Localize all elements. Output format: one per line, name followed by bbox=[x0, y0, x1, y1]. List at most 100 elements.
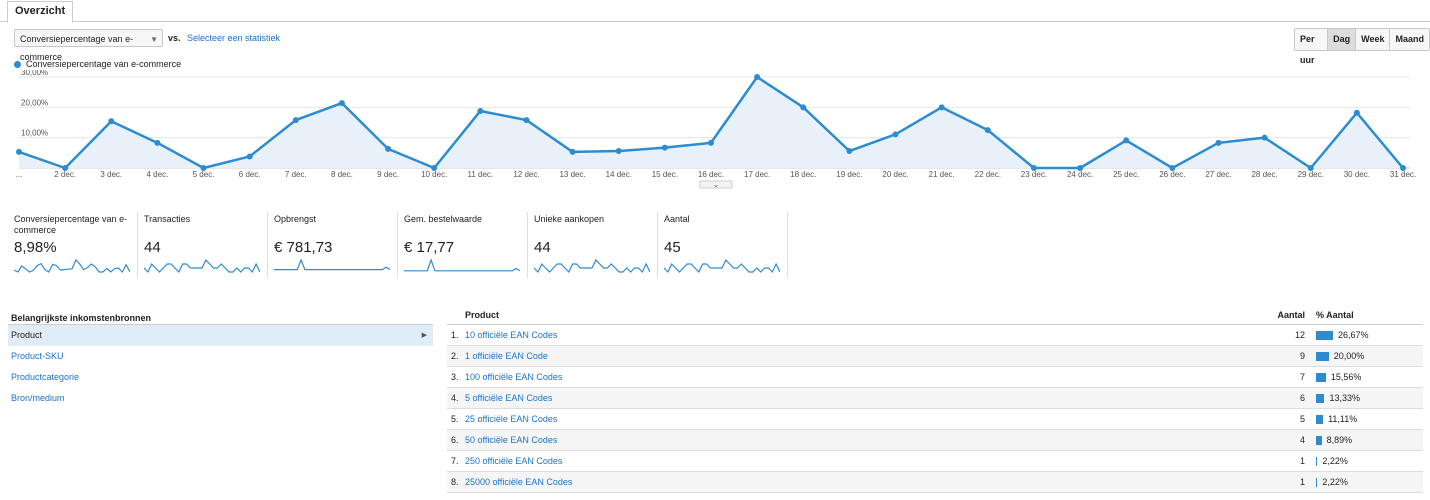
scorecard[interactable]: Transacties 44 bbox=[138, 212, 268, 278]
source-item[interactable]: Bron/medium bbox=[8, 388, 433, 409]
product-link[interactable]: 1 officiële EAN Code bbox=[465, 351, 548, 361]
tab-overzicht[interactable]: Overzicht bbox=[7, 1, 74, 23]
tab-bar: Overzicht bbox=[0, 0, 1430, 23]
scorecard-label: Opbrengst bbox=[274, 214, 317, 224]
source-item-label: Product-SKU bbox=[11, 351, 64, 361]
data-point[interactable] bbox=[984, 127, 991, 134]
chart-handle[interactable] bbox=[699, 180, 733, 189]
x-tick-label: 21 dec. bbox=[929, 170, 955, 179]
data-point[interactable] bbox=[338, 100, 345, 107]
scorecard-value: 8,98% bbox=[14, 239, 57, 256]
sparkline bbox=[144, 258, 260, 274]
source-item[interactable]: Product ▶ bbox=[8, 325, 433, 346]
pct-bar bbox=[1316, 457, 1318, 466]
data-point[interactable] bbox=[1353, 109, 1360, 116]
data-point[interactable] bbox=[1215, 139, 1222, 146]
scorecard[interactable]: Unieke aankopen 44 bbox=[528, 212, 658, 278]
data-point[interactable] bbox=[385, 145, 392, 152]
data-point[interactable] bbox=[1077, 165, 1084, 171]
product-link[interactable]: 5 officiële EAN Codes bbox=[465, 393, 553, 403]
data-point[interactable] bbox=[1261, 134, 1268, 141]
period-week-button[interactable]: Week bbox=[1356, 29, 1391, 50]
source-item[interactable]: Product-SKU bbox=[8, 346, 433, 367]
data-point[interactable] bbox=[154, 139, 161, 146]
col-product[interactable]: Product bbox=[465, 310, 500, 320]
data-point[interactable] bbox=[938, 104, 945, 111]
x-tick-label: 27 dec. bbox=[1205, 170, 1231, 179]
source-item-label: Bron/medium bbox=[11, 393, 65, 403]
period-day-button[interactable]: Dag bbox=[1328, 29, 1357, 50]
pct-value: 26,67% bbox=[1338, 330, 1369, 340]
data-point[interactable] bbox=[1123, 137, 1130, 144]
scorecard[interactable]: Opbrengst € 781,73 bbox=[268, 212, 398, 278]
period-month-button[interactable]: Maand bbox=[1390, 29, 1429, 50]
x-tick-label: 8 dec. bbox=[331, 170, 353, 179]
table-row: 8. 25000 officiële EAN Codes 1 2,22% bbox=[447, 472, 1423, 493]
row-number: 1. bbox=[451, 330, 459, 340]
pct-bar bbox=[1316, 373, 1326, 382]
data-point[interactable] bbox=[246, 153, 253, 160]
y-tick-label: 20,00% bbox=[21, 98, 48, 107]
data-point[interactable] bbox=[1030, 165, 1037, 171]
data-point[interactable] bbox=[892, 131, 899, 138]
x-tick-label: 6 dec. bbox=[239, 170, 261, 179]
x-tick-label: 15 dec. bbox=[652, 170, 678, 179]
x-tick-label: 10 dec. bbox=[421, 170, 447, 179]
data-point[interactable] bbox=[108, 118, 115, 125]
source-item[interactable]: Productcategorie bbox=[8, 367, 433, 388]
sparkline-line bbox=[14, 258, 130, 274]
col-pct-aantal[interactable]: % Aantal bbox=[1316, 310, 1354, 320]
pct-bar bbox=[1316, 436, 1322, 445]
data-point[interactable] bbox=[1400, 165, 1406, 171]
sparkline bbox=[274, 258, 390, 271]
data-point[interactable] bbox=[661, 144, 668, 151]
table-row: 2. 1 officiële EAN Code 9 20,00% bbox=[447, 346, 1423, 367]
data-point[interactable] bbox=[62, 165, 69, 171]
source-item-label: Productcategorie bbox=[11, 372, 80, 382]
data-point[interactable] bbox=[800, 104, 807, 111]
product-table-header: Product Aantal % Aantal bbox=[447, 310, 1423, 325]
aantal-value: 5 bbox=[1299, 414, 1305, 424]
data-point[interactable] bbox=[569, 148, 576, 155]
data-point[interactable] bbox=[292, 117, 299, 124]
x-tick-label: 17 dec. bbox=[744, 170, 770, 179]
x-tick-label: 23 dec. bbox=[1021, 170, 1047, 179]
product-link[interactable]: 100 officiële EAN Codes bbox=[465, 372, 563, 382]
data-point[interactable] bbox=[523, 117, 530, 124]
sources-header: Belangrijkste inkomstenbronnen bbox=[11, 313, 152, 323]
data-point[interactable] bbox=[477, 107, 484, 114]
scorecard[interactable]: Aantal 45 bbox=[658, 212, 788, 278]
data-point[interactable] bbox=[1307, 165, 1314, 171]
product-link[interactable]: 10 officiële EAN Codes bbox=[465, 330, 558, 340]
data-point[interactable] bbox=[1169, 165, 1176, 171]
col-aantal[interactable]: Aantal bbox=[1277, 310, 1305, 320]
sparkline-line bbox=[404, 258, 520, 272]
data-point[interactable] bbox=[754, 74, 761, 80]
product-link[interactable]: 25000 officiële EAN Codes bbox=[465, 477, 573, 487]
product-link[interactable]: 25 officiële EAN Codes bbox=[465, 414, 558, 424]
data-point[interactable] bbox=[431, 165, 438, 171]
data-point[interactable] bbox=[708, 139, 714, 146]
scorecard[interactable]: Conversiepercentage van e-commerce 8,98% bbox=[8, 212, 138, 278]
data-point[interactable] bbox=[846, 148, 853, 155]
aantal-value: 7 bbox=[1299, 372, 1305, 382]
data-point[interactable] bbox=[615, 148, 622, 155]
product-link[interactable]: 250 officiële EAN Codes bbox=[465, 456, 563, 466]
metric-select[interactable]: Conversiepercentage van e-commerce ▼ bbox=[14, 29, 163, 62]
sparkline-line bbox=[144, 258, 260, 274]
x-tick-label: 19 dec. bbox=[836, 170, 862, 179]
x-tick-label: 29 dec. bbox=[1298, 170, 1324, 179]
select-stat-link[interactable]: Selecteer een statistiek bbox=[187, 33, 281, 43]
sparkline-line bbox=[664, 258, 780, 274]
period-hour-button[interactable]: Per uur bbox=[1295, 29, 1329, 65]
scorecard-value: 44 bbox=[144, 239, 161, 256]
product-link[interactable]: 50 officiële EAN Codes bbox=[465, 435, 558, 445]
data-point[interactable] bbox=[200, 165, 207, 171]
scorecard[interactable]: Gem. bestelwaarde € 17,77 bbox=[398, 212, 528, 278]
scorecard-value: 44 bbox=[534, 239, 551, 256]
aantal-value: 1 bbox=[1299, 456, 1305, 466]
product-table: Product Aantal % Aantal 1. 10 officiële E… bbox=[447, 310, 1423, 493]
scorecard-label: Unieke aankopen bbox=[534, 214, 605, 224]
divider bbox=[8, 324, 433, 325]
data-point[interactable] bbox=[16, 148, 22, 155]
